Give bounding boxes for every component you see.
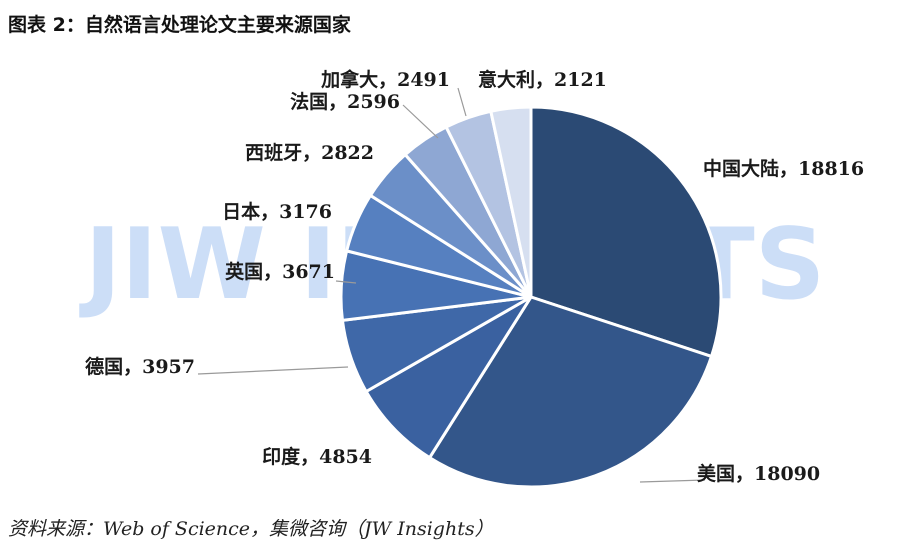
slice-label: 英国，3671 [225,260,335,283]
slice-label: 日本，3176 [222,200,332,223]
slice-label: 法国，2596 [290,90,400,113]
leader-line [402,104,439,139]
leader-line [457,87,467,117]
slice-label: 美国，18090 [697,462,820,485]
slice-label: 西班牙，2822 [245,141,374,164]
slice-label: 加拿大，2491 [320,68,450,91]
slice-label: 德国，3957 [85,355,195,378]
slice-label: 意大利，2121 [478,68,607,91]
pie-slice [364,295,533,460]
leader-line [197,366,349,375]
slice-label: 中国大陆，18816 [703,157,864,180]
pie-slice [427,295,714,489]
source-note: 资料来源：Web of Science，集微咨询（JW Insights） [8,518,494,540]
slice-label: 印度，4854 [262,445,372,468]
leader-line [639,479,706,483]
pie-slice [489,105,533,298]
leader-line [335,280,357,284]
chart-title: 图表 2：自然语言处理论文主要来源国家 [8,14,351,36]
pie-slice [529,105,723,359]
